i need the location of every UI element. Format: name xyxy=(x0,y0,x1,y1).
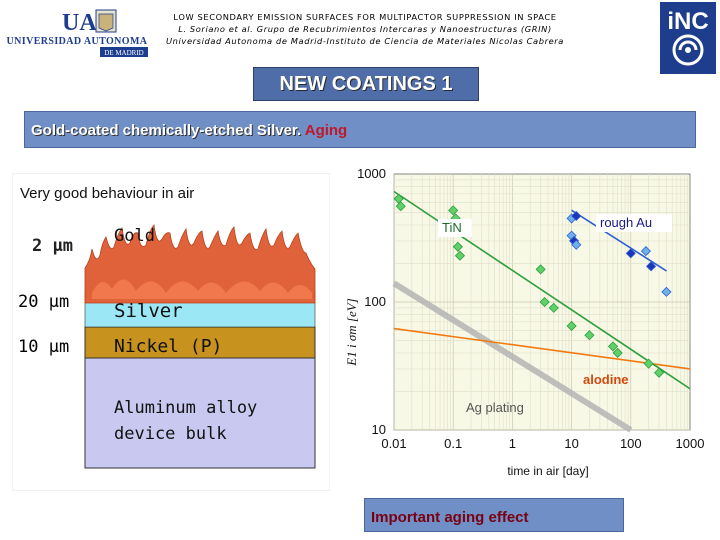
data-point-tin xyxy=(548,302,559,313)
fit-line-alodine xyxy=(393,327,691,370)
series-label-ag-plating: Ag plating xyxy=(466,400,524,415)
data-point-tin xyxy=(653,367,665,378)
y-axis-label: E1 i σm [eV] xyxy=(344,298,359,366)
data-point-tin xyxy=(535,264,546,275)
data-point-rough-au xyxy=(661,286,672,297)
fit-line-rough-au xyxy=(571,209,667,272)
aging-chart: 0.01 0.1 1 10 100 1000 10 100 1000 time in air [d… xyxy=(344,166,705,478)
inc-logo: iNC xyxy=(660,2,716,74)
data-point-tin xyxy=(607,341,619,352)
data-point-rough-au xyxy=(625,248,636,259)
schematic-caption: Very good behaviour in air xyxy=(20,185,195,202)
x-tick-label: 0.1 xyxy=(444,436,462,451)
substrate-layer-label: Aluminum alloy device bulk xyxy=(114,398,258,444)
uam-logo-city: DE MADRID xyxy=(104,49,143,57)
header-institution: Universidad Autonoma de Madrid-Instituto… xyxy=(166,36,564,46)
gold-layer-label: Gold xyxy=(114,226,155,246)
subtitle: Gold-coated chemically-etched Silver. Ag… xyxy=(31,122,347,139)
coating-schematic xyxy=(12,173,330,491)
subtitle-gold: Gold xyxy=(31,122,66,139)
nickel-layer xyxy=(84,326,316,359)
series-label-bg xyxy=(596,214,672,232)
subtitle-box: Gold-coated chemically-etched Silver. Ag… xyxy=(24,111,696,148)
inc-logo-letters: iNC xyxy=(667,8,708,35)
data-point-tin xyxy=(452,241,463,252)
x-tick-label: 1000 xyxy=(676,436,705,451)
data-point-tin xyxy=(454,250,466,261)
data-point-tin xyxy=(395,201,406,212)
data-point-tin xyxy=(612,347,623,359)
x-tick-label: 1 xyxy=(509,436,516,451)
data-point-tin xyxy=(539,296,550,308)
gold-layer xyxy=(84,224,316,304)
slide-title: NEW COATINGS 1 xyxy=(279,72,453,95)
silver-thickness-label: 20 μm xyxy=(18,292,70,312)
uam-logo: UA UNIVERSIDAD AUTONOMA DE MADRID xyxy=(4,6,150,58)
header-authors: L. Soriano et al. Grupo de Recubrimiento… xyxy=(178,24,552,34)
subtitle-aging: Aging xyxy=(304,122,348,139)
data-point-tin xyxy=(584,330,595,341)
footer-box: Important aging effect xyxy=(364,498,624,532)
fit-line-ag-plating xyxy=(392,280,633,433)
data-point-rough-au xyxy=(571,239,582,250)
uam-logo-letters: UA xyxy=(62,10,97,36)
gold-thickness-label: 2 μm xyxy=(32,236,73,256)
x-tick-label: 0.01 xyxy=(381,436,406,451)
data-point-rough-au xyxy=(571,210,582,222)
substrate-layer xyxy=(84,357,316,469)
subtitle-main: -coated chemically-etched Silver. xyxy=(65,122,302,139)
header-project-title: LOW SECONDARY EMISSION SURFACES FOR MULT… xyxy=(173,12,557,22)
x-tick-label: 100 xyxy=(620,436,642,451)
data-point-tin xyxy=(448,205,459,216)
nickel-layer-label: Nickel (P) xyxy=(114,336,223,357)
y-tick-label: 10 xyxy=(372,422,386,437)
data-point-tin xyxy=(566,320,577,332)
slide-title-box: NEW COATINGS 1 xyxy=(253,67,479,101)
data-point-rough-au xyxy=(646,261,657,272)
y-tick-label: 100 xyxy=(364,294,386,309)
silver-layer-label: Silver xyxy=(114,300,183,322)
series-label-tin: TiN xyxy=(442,220,462,235)
series-label-rough-au: rough Au xyxy=(600,215,652,230)
data-point-rough-au xyxy=(640,245,651,257)
series-label-bg xyxy=(438,219,472,237)
x-axis-label: time in air [day] xyxy=(507,464,588,478)
footer-note: Important aging effect xyxy=(371,509,529,526)
data-point-tin xyxy=(643,358,654,369)
uam-logo-name: UNIVERSIDAD AUTONOMA xyxy=(7,36,148,47)
x-tick-label: 10 xyxy=(564,436,578,451)
series-label-alodine: alodine xyxy=(583,372,629,387)
y-tick-label: 1000 xyxy=(357,166,386,181)
nickel-thickness-label: 10 μm xyxy=(18,337,70,357)
